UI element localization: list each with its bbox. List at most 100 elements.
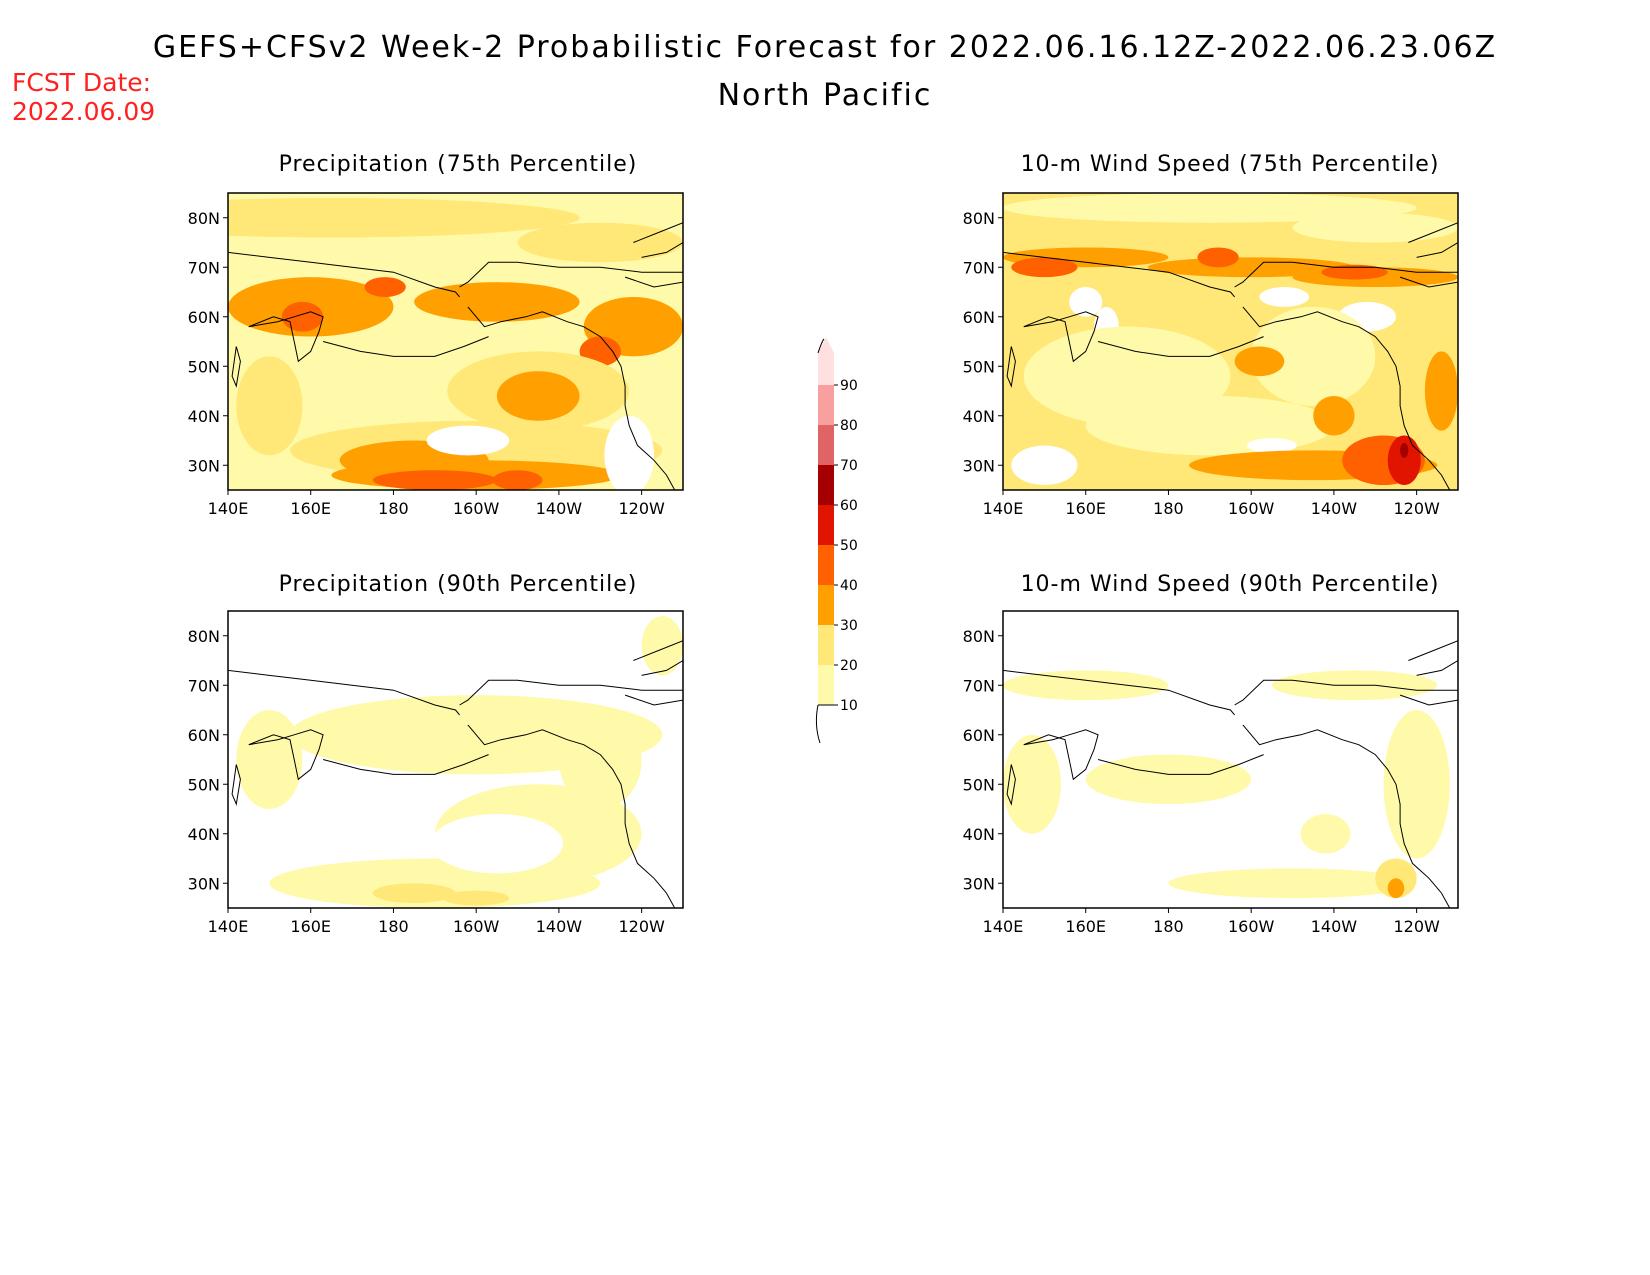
shaded-region xyxy=(1300,813,1351,854)
shaded-region xyxy=(372,883,456,904)
lon-tick-label: 140E xyxy=(208,499,249,518)
lon-tick-label: 120W xyxy=(1393,499,1440,518)
lat-tick-label: 80N xyxy=(188,627,220,646)
coastline xyxy=(1408,640,1458,661)
lon-tick-label: 160E xyxy=(290,499,331,518)
colorbar-label: 90 xyxy=(840,378,858,394)
lat-tick-label: 70N xyxy=(963,258,995,277)
coastline xyxy=(248,311,324,363)
shaded-region xyxy=(1003,193,1417,223)
lon-tick-label: 180 xyxy=(378,917,409,936)
lat-tick-label: 30N xyxy=(188,456,220,475)
shaded-region xyxy=(1197,247,1239,268)
shaded-region xyxy=(1003,734,1061,834)
map-frame xyxy=(227,610,684,909)
shaded-region xyxy=(1313,395,1355,436)
coastline xyxy=(248,729,324,781)
coastline xyxy=(1416,660,1458,676)
shaded-region xyxy=(1247,438,1297,453)
shaded-region xyxy=(496,371,580,421)
lat-tick-label: 80N xyxy=(963,209,995,228)
shaded-region xyxy=(426,425,510,456)
lat-tick-label: 70N xyxy=(188,676,220,695)
shaded-region xyxy=(1251,306,1376,406)
map-panel-wind-75: 30N 40N 50N 60N 70N 80N 140E 160E 180 160W 140W 120… xyxy=(963,192,1459,518)
forecast-date-label: FCST Date: xyxy=(12,68,152,97)
shaded-region xyxy=(1375,858,1417,899)
lat-tick-label: 70N xyxy=(188,258,220,277)
lat-tick-label: 60N xyxy=(963,726,995,745)
panel-title-precip-75: Precipitation (75th Percentile) xyxy=(278,152,638,177)
lat-tick-label: 50N xyxy=(963,775,995,794)
lat-tick-label: 80N xyxy=(188,209,220,228)
coastline xyxy=(1416,242,1458,258)
coastline xyxy=(1408,222,1458,243)
lon-tick-label: 120W xyxy=(618,499,665,518)
lon-tick-label: 140W xyxy=(536,499,583,518)
coastline xyxy=(624,694,683,706)
coastline xyxy=(1097,336,1264,357)
panel-title-precip-90: Precipitation (90th Percentile) xyxy=(278,572,638,597)
colorbar-segment xyxy=(818,545,834,585)
lon-tick-label: 180 xyxy=(378,499,409,518)
coastline xyxy=(1003,669,1235,716)
shaded-region xyxy=(430,813,564,874)
lat-tick-label: 30N xyxy=(188,874,220,893)
coastline xyxy=(633,640,683,661)
lon-tick-label: 160W xyxy=(1228,917,1275,936)
coastline xyxy=(1097,754,1264,775)
map-panel-wind-90: 30N 40N 50N 60N 70N 80N 140E 160E 180 160W 140W 120… xyxy=(963,610,1459,936)
lat-tick-label: 60N xyxy=(188,308,220,327)
shaded-region xyxy=(236,710,303,809)
coastline xyxy=(1023,729,1099,781)
coastline xyxy=(633,222,683,243)
shaded-region xyxy=(372,470,497,490)
shaded-region xyxy=(1400,442,1409,458)
color-legend: 10 20 30 40 50 60 70 80 90 xyxy=(815,337,858,744)
shaded-region xyxy=(1424,351,1458,431)
coastline xyxy=(1023,311,1099,363)
coastline xyxy=(467,724,676,908)
coastline xyxy=(1003,251,1235,298)
lon-tick-label: 140W xyxy=(1311,917,1358,936)
lon-tick-label: 180 xyxy=(1153,499,1184,518)
coastline xyxy=(1242,306,1451,490)
shaded-region xyxy=(1011,257,1078,278)
map-frame xyxy=(1002,610,1459,909)
colorbar-label: 10 xyxy=(840,698,858,714)
lat-tick-label: 30N xyxy=(963,456,995,475)
map-subtitle: North Pacific xyxy=(717,78,933,113)
colorbar-segment xyxy=(818,337,834,385)
coastline xyxy=(1399,276,1458,288)
shaded-region xyxy=(364,277,406,297)
lon-tick-label: 140W xyxy=(536,917,583,936)
coastline xyxy=(1006,764,1016,806)
shaded-region xyxy=(517,222,683,263)
shaded-region xyxy=(1003,670,1169,701)
coastline xyxy=(624,276,683,288)
colorbar-label: 50 xyxy=(840,538,858,554)
lat-tick-label: 30N xyxy=(963,874,995,893)
coastline xyxy=(322,754,489,775)
map-title: GEFS+CFSv2 Week-2 Probabilistic Forecast… xyxy=(152,30,1498,65)
shaded-region xyxy=(1011,445,1078,486)
lon-tick-label: 120W xyxy=(1393,917,1440,936)
coastline xyxy=(322,336,489,357)
map-frame xyxy=(1002,192,1459,491)
colorbar-segment xyxy=(818,505,834,545)
coastline xyxy=(1234,261,1458,288)
lat-tick-label: 40N xyxy=(188,825,220,844)
shaded-region xyxy=(1168,868,1417,899)
lon-tick-label: 160E xyxy=(1065,499,1106,518)
colorbar-segment xyxy=(818,585,834,625)
coastline xyxy=(228,251,460,298)
lon-tick-label: 140E xyxy=(983,499,1024,518)
colorbar-label: 20 xyxy=(840,658,858,674)
shaded-region xyxy=(604,415,655,490)
forecast-date-value: 2022.06.09 xyxy=(12,97,156,126)
lat-tick-label: 40N xyxy=(963,825,995,844)
colorbar-tip xyxy=(817,338,825,354)
shaded-region xyxy=(1085,754,1252,805)
coastline xyxy=(231,346,241,388)
lon-tick-label: 140E xyxy=(983,917,1024,936)
